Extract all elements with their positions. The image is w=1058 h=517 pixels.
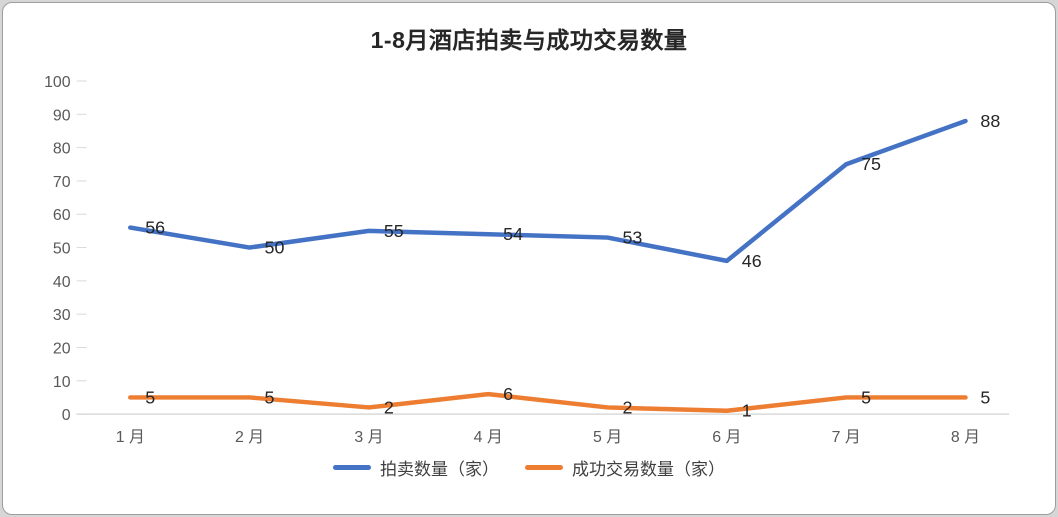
- x-tick-label: 1 月: [116, 429, 145, 446]
- x-tick-label: 3 月: [354, 429, 383, 446]
- data-label: 5: [861, 387, 871, 407]
- line-chart: 0 10 20 30 40 50 60 70 80 90 100 1 月 2 月 3 月 4 月 5 月 6 月…: [44, 74, 1010, 446]
- data-label: 56: [145, 218, 165, 238]
- x-axis-labels: 1 月 2 月 3 月 4 月 5 月 6 月 7 月 8 月: [116, 429, 980, 446]
- chart-title: 1-8月酒店拍卖与成功交易数量: [370, 27, 688, 53]
- data-label: 54: [503, 224, 523, 244]
- x-tick-label: 6 月: [712, 429, 741, 446]
- data-label: 5: [265, 387, 275, 407]
- x-tick-label: 2 月: [235, 429, 264, 446]
- data-label: 55: [384, 221, 404, 241]
- series-data-labels-1: 5 5 2 6 2 1 5 5: [145, 384, 990, 421]
- chart-legend: 拍卖数量（家） 成功交易数量（家）: [3, 455, 1055, 480]
- legend-label-auction: 拍卖数量（家）: [380, 460, 499, 479]
- x-tick-label: 7 月: [832, 429, 861, 446]
- series-line-0: [128, 118, 968, 264]
- data-label: 46: [742, 251, 762, 271]
- y-tick-label: 100: [44, 74, 71, 91]
- y-tick-label: 0: [62, 407, 71, 424]
- y-axis-labels: 0 10 20 30 40 50 60 70 80 90 100: [44, 74, 71, 424]
- y-tick-label: 70: [53, 174, 71, 191]
- x-tick-label: 5 月: [593, 429, 622, 446]
- y-tick-label: 50: [53, 241, 71, 258]
- y-tick-label: 40: [53, 274, 71, 291]
- x-tick-label: 8 月: [951, 429, 980, 446]
- data-label: 5: [980, 387, 990, 407]
- y-tick-label: 80: [53, 141, 71, 158]
- data-label: 50: [265, 238, 285, 258]
- data-label: 1: [742, 401, 752, 421]
- legend-item-success-count: 成功交易数量（家）: [525, 455, 725, 480]
- legend-item-auction-count: 拍卖数量（家）: [333, 455, 499, 480]
- data-label: 53: [622, 228, 642, 248]
- data-label: 5: [145, 387, 155, 407]
- series-data-labels-0: 56 50 55 54 53 46 75 88: [145, 111, 1000, 271]
- legend-label-success: 成功交易数量（家）: [572, 460, 725, 479]
- data-label: 75: [861, 154, 881, 174]
- y-tick-label: 90: [53, 107, 71, 124]
- legend-swatch-success: [525, 465, 563, 470]
- data-label: 2: [384, 397, 394, 417]
- data-label: 2: [622, 397, 632, 417]
- x-tick-label: 4 月: [474, 429, 503, 446]
- y-tick-label: 10: [53, 374, 71, 391]
- data-label: 6: [503, 384, 513, 404]
- series-line-1: [128, 391, 968, 414]
- y-tick-label: 60: [53, 207, 71, 224]
- y-tick-label: 30: [53, 307, 71, 324]
- data-label: 88: [980, 111, 1000, 131]
- y-tick-label: 20: [53, 340, 71, 357]
- legend-swatch-auction: [333, 465, 371, 470]
